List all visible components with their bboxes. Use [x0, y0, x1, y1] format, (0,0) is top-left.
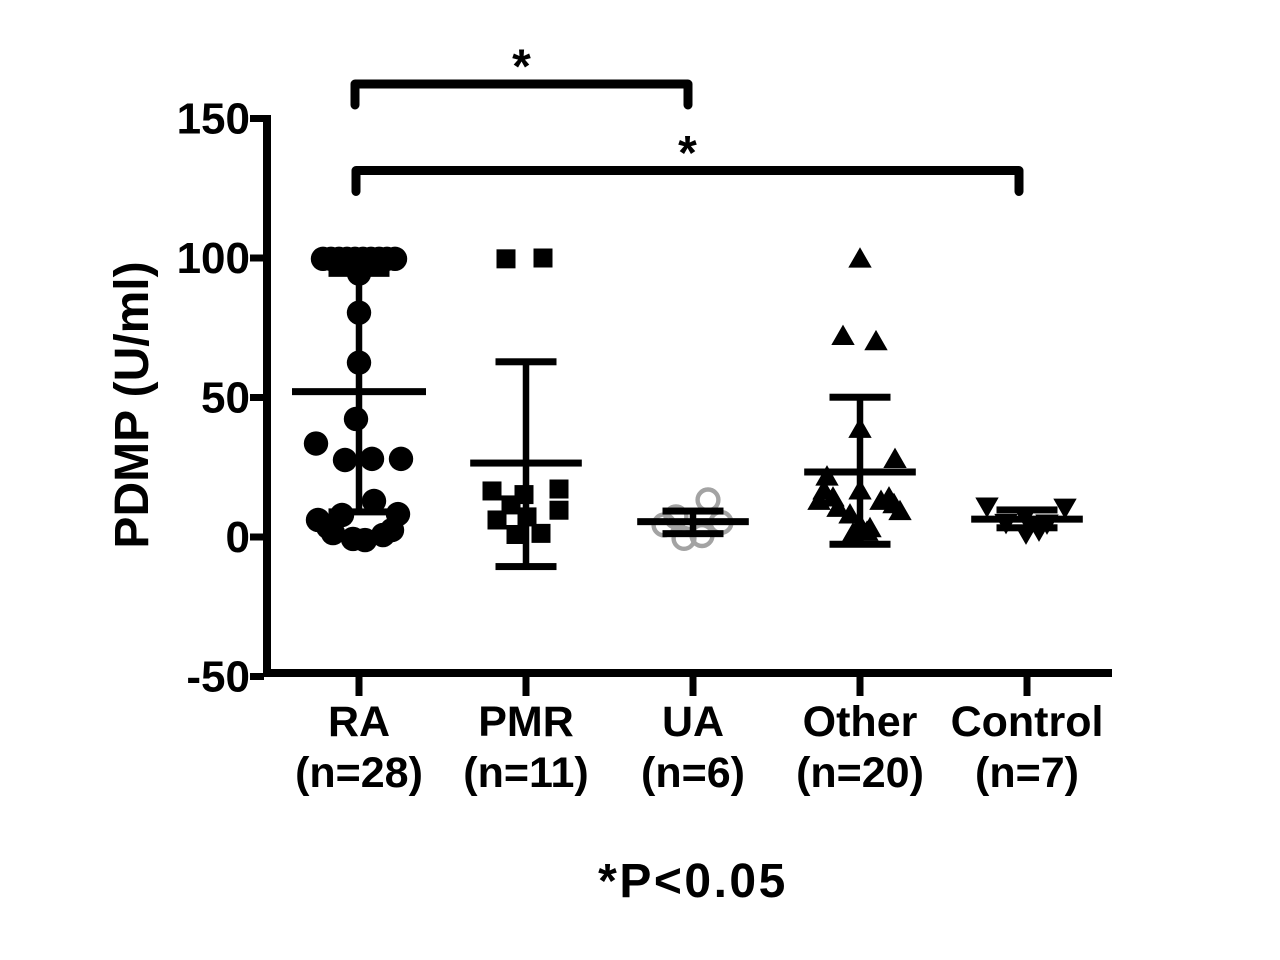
data-point [501, 495, 521, 515]
data-point [379, 517, 405, 543]
group-pmr-errorbar [470, 358, 582, 571]
data-point [549, 479, 569, 499]
data-point [533, 248, 553, 268]
group-label: RA [328, 698, 390, 746]
data-point [883, 447, 907, 469]
y-tick [250, 394, 264, 401]
data-point [1053, 498, 1077, 519]
y-tick-label: 50 [201, 374, 250, 423]
group-label-n: (n=7) [975, 749, 1079, 797]
data-point [487, 510, 507, 530]
group-label: Other [803, 698, 918, 746]
error-cap-bottom [996, 524, 1058, 532]
group-ra-errorbar [292, 269, 426, 516]
data-point [549, 500, 569, 520]
y-tick-label: -50 [186, 653, 250, 702]
data-point [506, 524, 526, 544]
x-tick [522, 677, 530, 696]
x-tick [355, 677, 363, 696]
group-label-n: (n=6) [641, 749, 745, 797]
mean-line [637, 518, 749, 526]
group-label: PMR [478, 698, 574, 746]
x-tick [856, 677, 864, 696]
y-tick-label: 0 [226, 513, 250, 562]
x-tick [1023, 677, 1031, 696]
significance-brackets: ** [350, 41, 1024, 196]
group-label-n: (n=11) [463, 749, 588, 797]
group-label-n: (n=20) [796, 749, 924, 797]
y-tick [250, 673, 264, 680]
error-cap-bottom [495, 563, 557, 571]
data-point [807, 489, 831, 510]
mean-line [971, 515, 1083, 523]
y-tick [250, 254, 264, 262]
data-point [838, 503, 862, 524]
group-label-n: (n=28) [295, 749, 423, 797]
data-point [482, 481, 502, 501]
group-control-errorbar [971, 506, 1083, 532]
data-point [332, 447, 358, 473]
y-tick-label: 150 [177, 95, 250, 144]
error-cap-top [996, 506, 1058, 514]
x-tick [689, 677, 697, 696]
data-point [869, 489, 893, 510]
mean-line [804, 468, 916, 476]
data-point [361, 488, 387, 514]
data-point [864, 329, 888, 351]
error-bars [292, 269, 1083, 571]
y-axis-spine [263, 115, 271, 677]
data-point [888, 499, 912, 521]
sig-asterisk: * [512, 41, 531, 94]
group-other-errorbar [804, 393, 916, 548]
data-point [320, 520, 346, 546]
y-tick-label: 100 [177, 234, 250, 283]
y-tick [250, 533, 264, 541]
data-point [975, 497, 999, 518]
group-ua-errorbar [637, 507, 749, 538]
mean-line [292, 388, 426, 396]
data-point [531, 523, 551, 543]
sig-bracket [351, 166, 1024, 196]
group-pmr-points [482, 248, 569, 544]
y-tick [250, 115, 264, 122]
sig-asterisk: * [678, 127, 697, 180]
data-point [671, 525, 697, 551]
data-point [303, 431, 329, 456]
error-cap-top [662, 507, 724, 515]
footnote: *P<0.05 [598, 855, 788, 908]
error-cap-top [829, 393, 891, 401]
error-cap-top [328, 269, 390, 277]
data-point [388, 446, 414, 472]
axes: 150 100 50 0 -50 RA(n=28) PMR(n=11) UA(n=6) Othe… [177, 95, 1112, 797]
error-cap-top [495, 358, 557, 366]
data-point [831, 324, 855, 345]
data-point [826, 496, 850, 517]
x-axis-spine [263, 669, 1112, 677]
data-point [848, 247, 872, 268]
y-axis-title: PDMP (U/ml) [106, 261, 159, 548]
data-point [382, 246, 408, 272]
data-point [496, 249, 516, 269]
error-cap-bottom [328, 508, 390, 516]
data-point [359, 446, 385, 472]
group-label: UA [662, 698, 724, 746]
sig-bracket [350, 79, 693, 110]
mean-line [470, 459, 582, 467]
error-cap-bottom [662, 530, 724, 538]
error-cap-bottom [829, 540, 891, 548]
group-label: Control [951, 698, 1104, 746]
